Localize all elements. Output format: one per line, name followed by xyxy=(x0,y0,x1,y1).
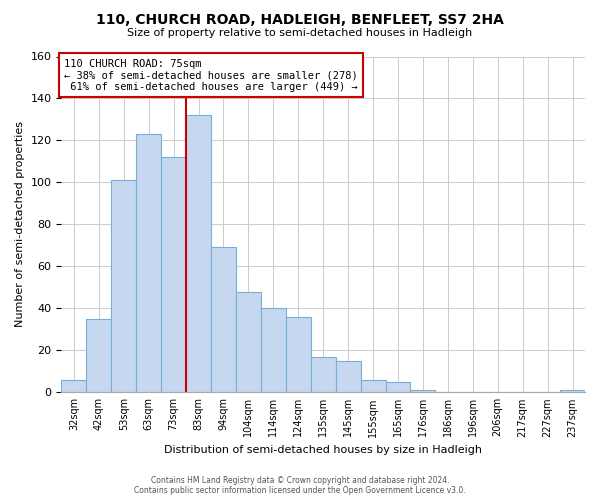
Bar xyxy=(386,382,410,392)
Bar xyxy=(186,116,211,392)
Text: 110, CHURCH ROAD, HADLEIGH, BENFLEET, SS7 2HA: 110, CHURCH ROAD, HADLEIGH, BENFLEET, SS… xyxy=(96,12,504,26)
Bar xyxy=(361,380,386,392)
Bar xyxy=(161,157,186,392)
Bar xyxy=(335,361,361,392)
Text: 110 CHURCH ROAD: 75sqm
← 38% of semi-detached houses are smaller (278)
 61% of s: 110 CHURCH ROAD: 75sqm ← 38% of semi-det… xyxy=(64,58,358,92)
X-axis label: Distribution of semi-detached houses by size in Hadleigh: Distribution of semi-detached houses by … xyxy=(164,445,482,455)
Bar xyxy=(236,292,261,392)
Bar xyxy=(261,308,286,392)
Bar xyxy=(311,356,335,392)
Bar xyxy=(560,390,585,392)
Bar xyxy=(111,180,136,392)
Y-axis label: Number of semi-detached properties: Number of semi-detached properties xyxy=(15,122,25,328)
Bar xyxy=(61,380,86,392)
Bar xyxy=(410,390,436,392)
Text: Contains HM Land Registry data © Crown copyright and database right 2024.
Contai: Contains HM Land Registry data © Crown c… xyxy=(134,476,466,495)
Bar xyxy=(136,134,161,392)
Bar xyxy=(211,248,236,392)
Bar xyxy=(86,319,111,392)
Text: Size of property relative to semi-detached houses in Hadleigh: Size of property relative to semi-detach… xyxy=(127,28,473,38)
Bar xyxy=(286,316,311,392)
